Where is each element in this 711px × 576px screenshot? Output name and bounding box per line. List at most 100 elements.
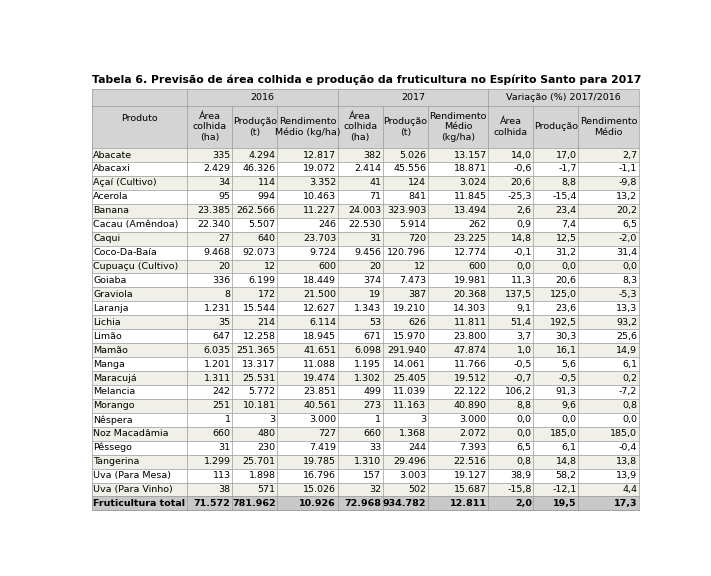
Bar: [488, 441, 533, 454]
Text: 12,5: 12,5: [556, 234, 577, 243]
Bar: [338, 469, 383, 483]
Bar: [338, 176, 383, 190]
Bar: [428, 497, 488, 510]
Bar: [277, 371, 338, 385]
Text: 113: 113: [213, 471, 230, 480]
Text: 0,0: 0,0: [517, 415, 532, 425]
Bar: [232, 413, 277, 427]
Bar: [338, 89, 488, 106]
Bar: [488, 162, 533, 176]
Bar: [428, 190, 488, 204]
Text: 571: 571: [257, 485, 276, 494]
Text: Morango: Morango: [93, 401, 135, 410]
Bar: [533, 343, 578, 357]
Bar: [533, 483, 578, 497]
Text: 12.627: 12.627: [303, 304, 336, 313]
Bar: [428, 148, 488, 162]
Bar: [428, 301, 488, 315]
Text: Lichia: Lichia: [93, 318, 121, 327]
Text: 17,0: 17,0: [556, 150, 577, 160]
Text: 5.914: 5.914: [399, 220, 426, 229]
Bar: [578, 260, 638, 274]
Bar: [383, 454, 428, 469]
Text: 7.393: 7.393: [459, 443, 486, 452]
Bar: [92, 385, 187, 399]
Bar: [533, 287, 578, 301]
Text: 33: 33: [369, 443, 381, 452]
Text: 640: 640: [257, 234, 276, 243]
Text: 9.468: 9.468: [203, 248, 230, 257]
Text: 382: 382: [363, 150, 381, 160]
Bar: [92, 204, 187, 218]
Text: Fruticultura total: Fruticultura total: [93, 499, 186, 508]
Text: 22.530: 22.530: [348, 220, 381, 229]
Text: 13,8: 13,8: [616, 457, 637, 466]
Text: 71.572: 71.572: [194, 499, 230, 508]
Text: 9,6: 9,6: [562, 401, 577, 410]
Bar: [232, 315, 277, 329]
Text: 841: 841: [408, 192, 426, 202]
Bar: [232, 441, 277, 454]
Text: 0,0: 0,0: [622, 415, 637, 425]
Bar: [428, 315, 488, 329]
Bar: [277, 454, 338, 469]
Text: 0,0: 0,0: [562, 262, 577, 271]
Text: 1.195: 1.195: [354, 359, 381, 369]
Bar: [533, 274, 578, 287]
Bar: [428, 427, 488, 441]
Bar: [488, 274, 533, 287]
Text: Cupuaçu (Cultivo): Cupuaçu (Cultivo): [93, 262, 178, 271]
Text: 25,6: 25,6: [616, 332, 637, 341]
Bar: [232, 190, 277, 204]
Text: 92.073: 92.073: [242, 248, 276, 257]
Text: Produção
(t): Produção (t): [383, 118, 427, 137]
Bar: [383, 301, 428, 315]
Text: 8,8: 8,8: [562, 179, 577, 187]
Text: Rendimento
Médio (kg/ha): Rendimento Médio (kg/ha): [274, 117, 341, 137]
Text: Banana: Banana: [93, 206, 129, 215]
Bar: [92, 413, 187, 427]
Text: 46.326: 46.326: [242, 165, 276, 173]
Bar: [277, 232, 338, 245]
Bar: [428, 260, 488, 274]
Bar: [92, 287, 187, 301]
Text: 14.303: 14.303: [454, 304, 486, 313]
Bar: [533, 176, 578, 190]
Text: Área
colhida
(ha): Área colhida (ha): [343, 112, 378, 142]
Bar: [383, 469, 428, 483]
Text: -2,0: -2,0: [619, 234, 637, 243]
Bar: [338, 371, 383, 385]
Text: 91,3: 91,3: [555, 388, 577, 396]
Text: 251: 251: [213, 401, 230, 410]
Bar: [232, 204, 277, 218]
Text: 25.405: 25.405: [393, 373, 426, 382]
Text: 781.962: 781.962: [232, 499, 276, 508]
Text: Limão: Limão: [93, 332, 122, 341]
Bar: [428, 162, 488, 176]
Bar: [232, 162, 277, 176]
Bar: [488, 483, 533, 497]
Text: 727: 727: [318, 429, 336, 438]
Text: 20: 20: [218, 262, 230, 271]
Text: 262: 262: [469, 220, 486, 229]
Text: 374: 374: [363, 276, 381, 285]
Text: -0,1: -0,1: [513, 248, 532, 257]
Text: Produção
(t): Produção (t): [232, 118, 277, 137]
Bar: [187, 274, 232, 287]
Text: 4,4: 4,4: [622, 485, 637, 494]
Bar: [488, 287, 533, 301]
Text: 2,7: 2,7: [622, 150, 637, 160]
Text: 14.061: 14.061: [393, 359, 426, 369]
Bar: [277, 441, 338, 454]
Text: 11.088: 11.088: [303, 359, 336, 369]
Bar: [187, 287, 232, 301]
Text: 18.945: 18.945: [303, 332, 336, 341]
Text: 32: 32: [369, 485, 381, 494]
Text: 15.970: 15.970: [393, 332, 426, 341]
Bar: [428, 469, 488, 483]
Bar: [92, 162, 187, 176]
Text: 8,8: 8,8: [517, 401, 532, 410]
Text: 27: 27: [218, 234, 230, 243]
Text: 14,0: 14,0: [510, 150, 532, 160]
Text: 11.845: 11.845: [454, 192, 486, 202]
